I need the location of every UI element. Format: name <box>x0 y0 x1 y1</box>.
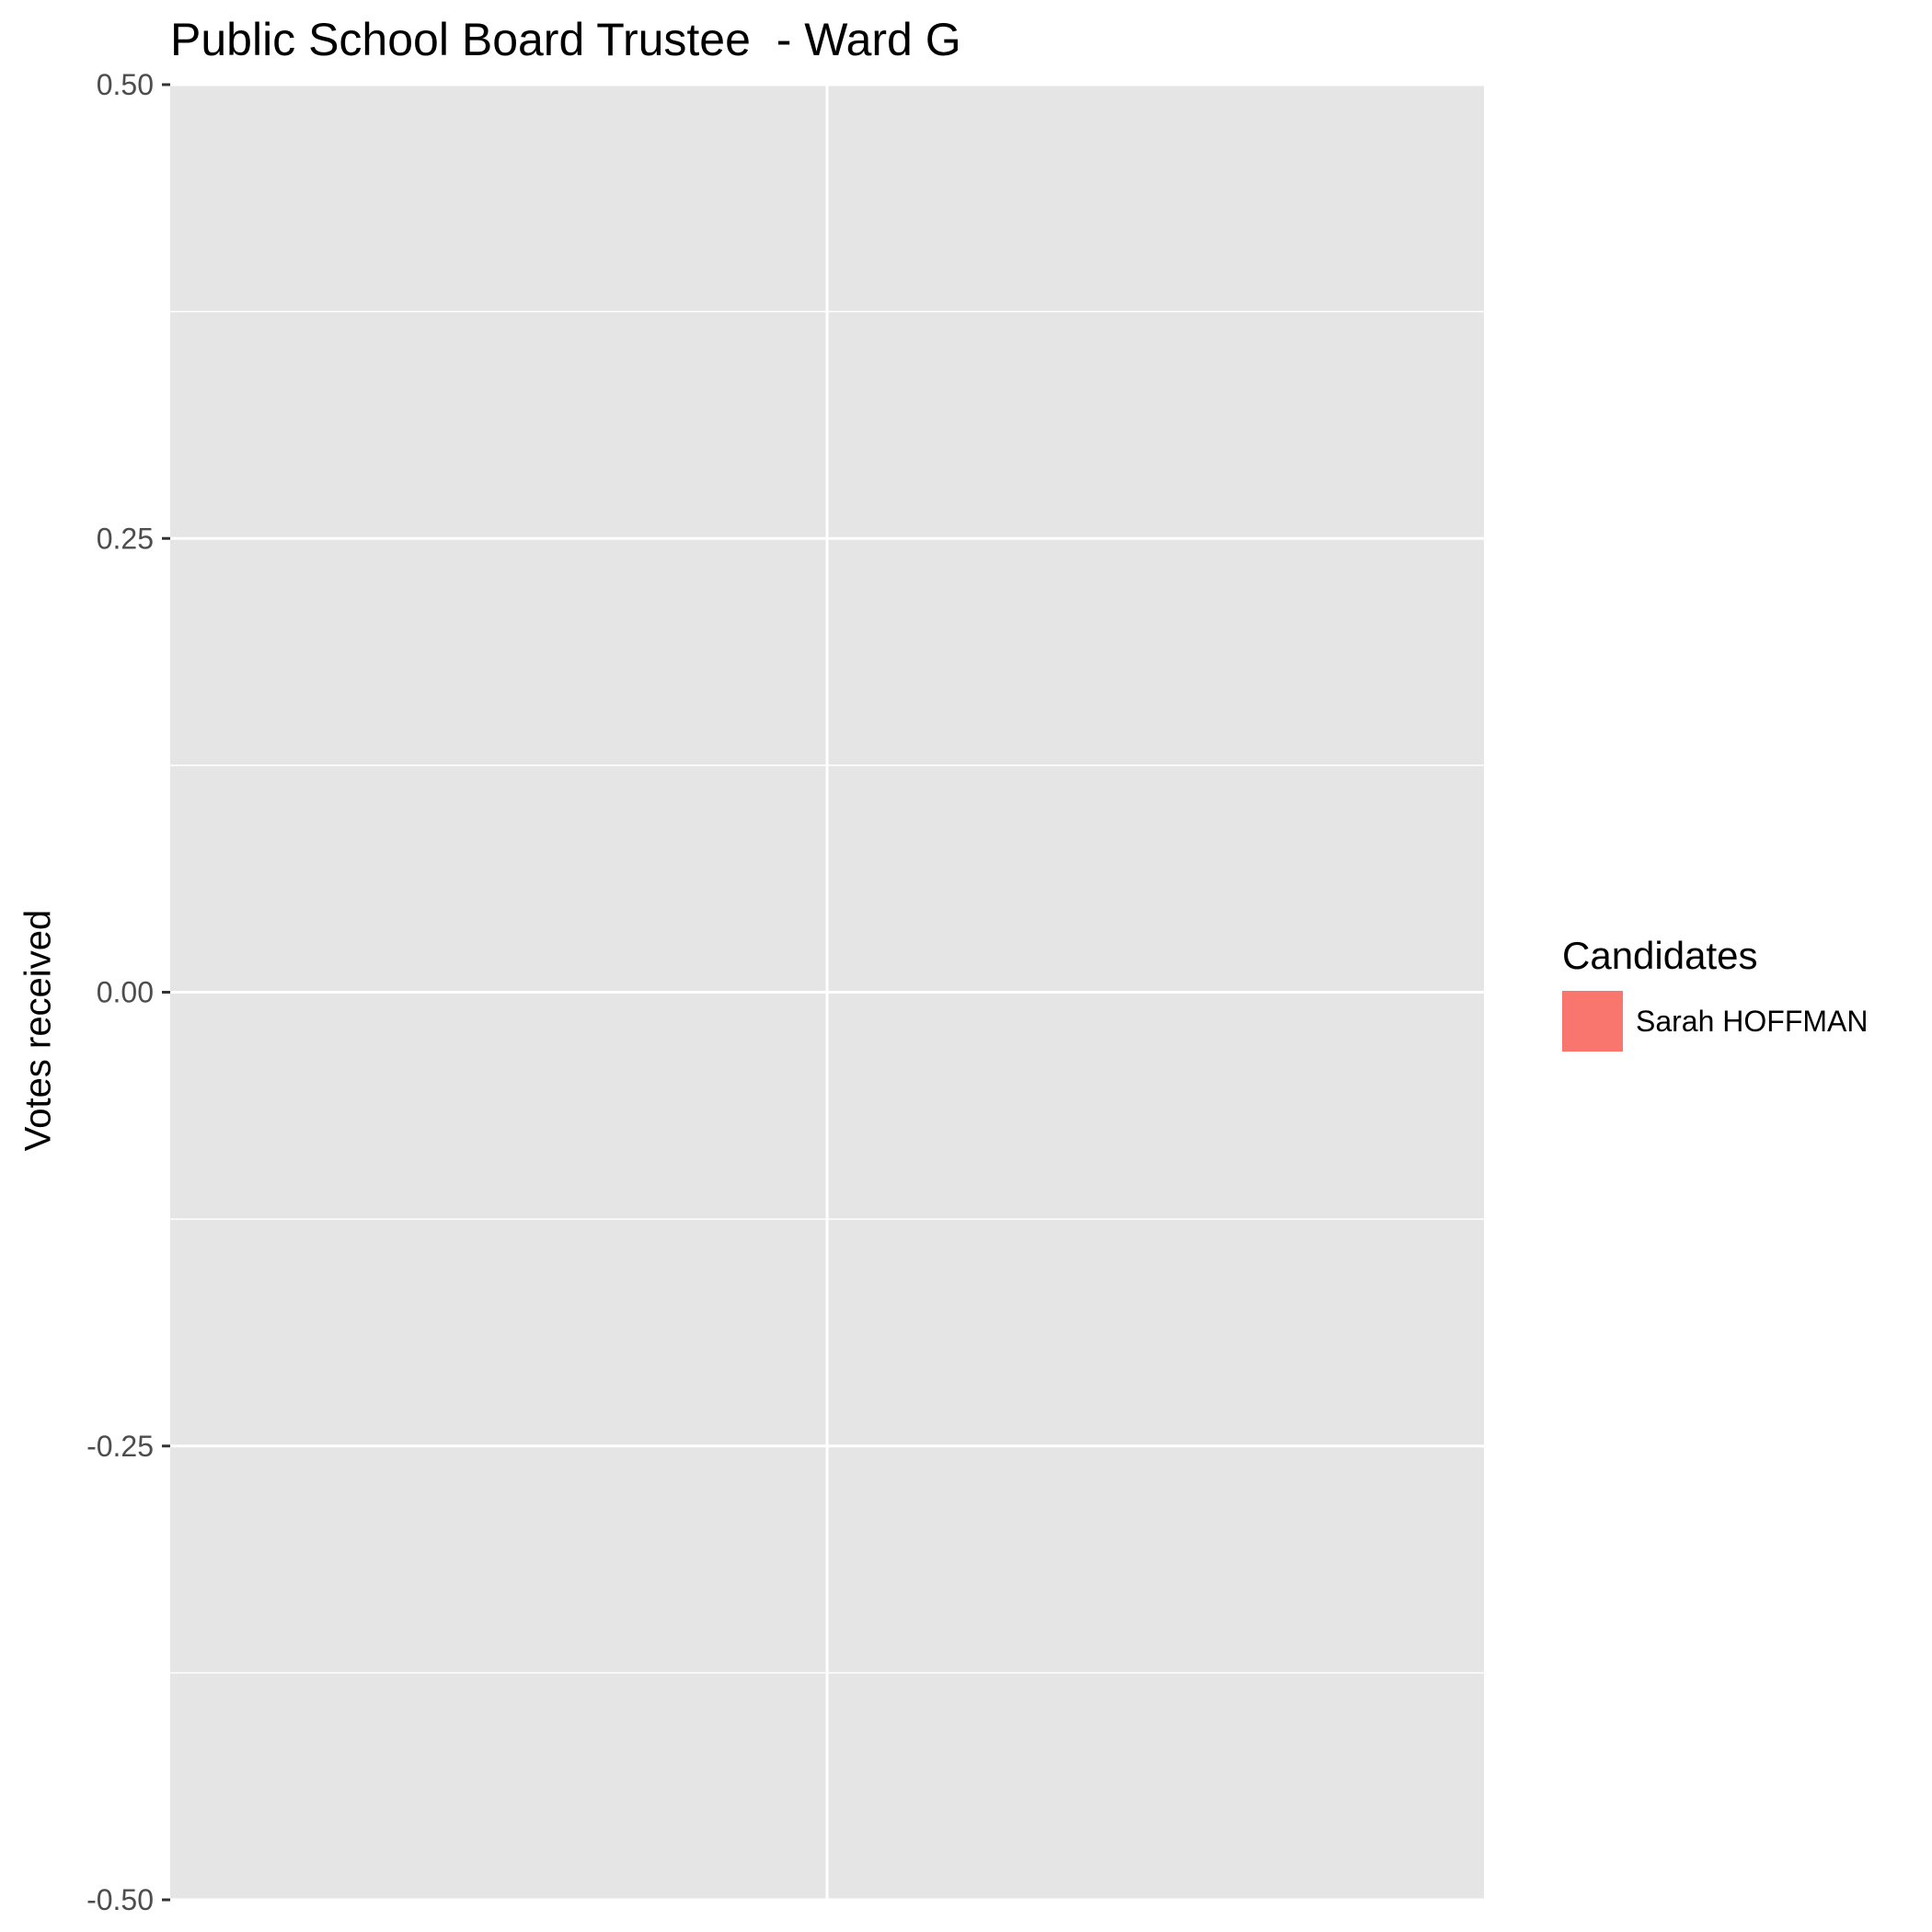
major-gridlines <box>170 83 1484 1902</box>
y-tick-label: 0.25 <box>97 522 154 555</box>
legend-item: Sarah HOFFMAN <box>1562 991 1868 1052</box>
legend-title: Candidates <box>1562 934 1758 977</box>
legend: Candidates Sarah HOFFMAN <box>1562 934 1868 1052</box>
y-tick-label: -0.50 <box>86 1883 154 1916</box>
legend-label: Sarah HOFFMAN <box>1636 1004 1869 1038</box>
y-tick-label: -0.25 <box>86 1430 154 1463</box>
y-tick-label: 0.00 <box>97 976 154 1009</box>
y-axis: 0.50 0.25 0.00 -0.25 -0.50 <box>86 68 170 1916</box>
y-tick-label: 0.50 <box>97 68 154 101</box>
legend-key <box>1562 991 1623 1052</box>
chart-title: Public School Board Trustee - Ward G <box>170 14 961 65</box>
